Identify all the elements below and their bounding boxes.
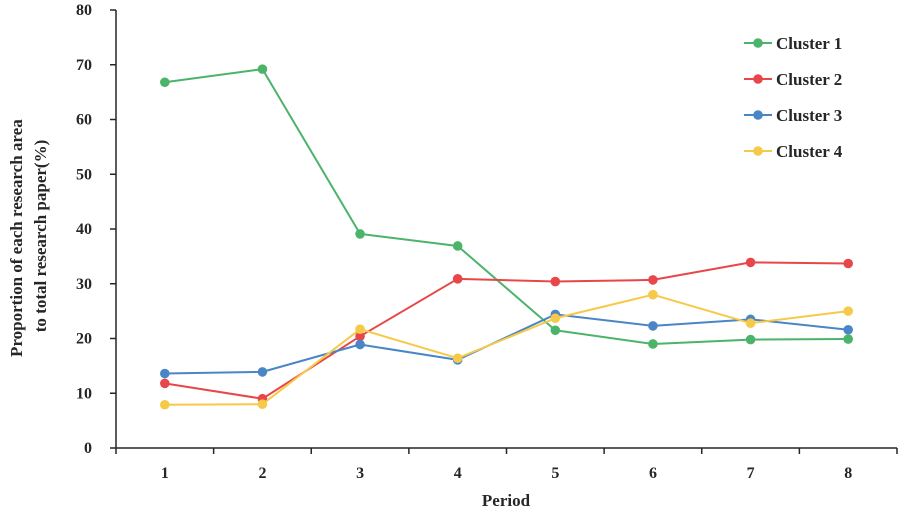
data-point: [843, 334, 853, 344]
data-point: [843, 324, 853, 335]
x-tick-label: 7: [747, 465, 755, 482]
series-line: [164, 261, 849, 400]
legend-entry: Cluster 3: [744, 106, 842, 125]
legend-swatch-marker: [753, 146, 763, 156]
data-point: [648, 339, 658, 349]
data-point: [452, 241, 463, 251]
y-tick-label: 0: [84, 440, 92, 457]
data-point: [648, 275, 658, 285]
data-point: [452, 353, 463, 364]
y-tick-label: 70: [76, 57, 92, 74]
y-tick-label: 40: [76, 221, 92, 238]
data-point: [257, 367, 268, 377]
data-point: [843, 258, 853, 269]
data-point: [843, 306, 853, 316]
y-axis-title-line-1: Proportion of each research area: [7, 119, 26, 357]
data-point: [745, 318, 756, 328]
x-tick-label: 2: [258, 465, 266, 482]
data-point: [257, 64, 268, 74]
x-axis: 1 2 3 4 5 6 7 8: [115, 447, 898, 482]
data-point: [160, 368, 170, 379]
x-tick-label: 5: [551, 465, 559, 482]
data-point: [355, 331, 365, 342]
y-tick-label: 60: [76, 112, 92, 129]
data-point: [160, 378, 170, 389]
series-1: [160, 64, 853, 349]
y-axis-title-line-2: to total research paper(%): [31, 140, 50, 332]
data-point: [452, 274, 463, 284]
legend-label: Cluster 2: [776, 70, 842, 89]
legend-entry: Cluster 1: [744, 34, 842, 53]
legend-swatch-marker: [753, 110, 763, 120]
legend-swatch-marker: [753, 38, 763, 48]
data-point: [648, 321, 658, 331]
series-2: [160, 257, 853, 404]
y-tick-label: 20: [76, 331, 92, 348]
x-axis-title: Period: [482, 491, 531, 510]
y-axis-title: Proportion of each research area to tota…: [7, 115, 50, 357]
y-tick-label: 10: [76, 385, 92, 402]
data-point: [550, 276, 561, 287]
series-4: [160, 289, 853, 410]
x-tick-label: 3: [356, 465, 364, 482]
data-point: [648, 289, 658, 300]
legend-label: Cluster 1: [776, 34, 842, 53]
legend-entry: Cluster 4: [744, 142, 843, 161]
legend-entry: Cluster 2: [744, 70, 842, 89]
x-tick-label: 8: [844, 465, 852, 482]
data-point: [160, 77, 170, 88]
y-tick-label: 80: [76, 2, 92, 19]
legend: Cluster 1 Cluster 2 Cluster 3 Cluster 4: [744, 34, 843, 161]
series-line: [164, 293, 849, 406]
data-point: [160, 399, 170, 410]
series-layer: [160, 64, 853, 410]
y-axis: 0 10 20 30 40 50 60 70 80: [76, 2, 117, 457]
series-line: [164, 313, 849, 375]
data-point: [355, 229, 365, 239]
legend-label: Cluster 3: [776, 106, 842, 125]
legend-label: Cluster 4: [776, 142, 843, 161]
data-point: [745, 257, 756, 268]
y-tick-label: 50: [76, 166, 92, 183]
legend-swatch-marker: [753, 74, 763, 84]
data-point: [257, 399, 268, 410]
data-point: [355, 339, 365, 350]
data-point: [745, 334, 756, 345]
data-point: [550, 325, 561, 336]
x-tick-label: 1: [161, 465, 169, 482]
x-tick-label: 4: [454, 465, 462, 482]
y-tick-label: 30: [76, 276, 92, 293]
series-line: [164, 68, 849, 345]
data-point: [355, 324, 365, 334]
x-tick-label: 6: [649, 465, 657, 482]
data-point: [550, 313, 561, 324]
